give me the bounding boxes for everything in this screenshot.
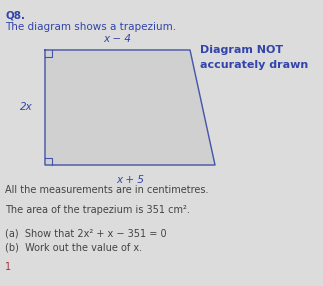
Text: The area of the trapezium is 351 cm².: The area of the trapezium is 351 cm².: [5, 205, 190, 215]
Text: x − 4: x − 4: [103, 34, 131, 44]
Text: All the measurements are in centimetres.: All the measurements are in centimetres.: [5, 185, 209, 195]
Text: The diagram shows a trapezium.: The diagram shows a trapezium.: [5, 22, 176, 32]
Text: (a)  Show that 2x² + x − 351 = 0: (a) Show that 2x² + x − 351 = 0: [5, 228, 167, 238]
Text: Diagram NOT: Diagram NOT: [200, 45, 283, 55]
Polygon shape: [45, 50, 215, 165]
Text: accurately drawn: accurately drawn: [200, 60, 308, 70]
Text: 2x: 2x: [20, 102, 33, 112]
Text: Q8.: Q8.: [5, 10, 25, 20]
Text: x + 5: x + 5: [116, 175, 144, 185]
Text: 1: 1: [5, 262, 11, 272]
Text: (b)  Work out the value of x.: (b) Work out the value of x.: [5, 242, 142, 252]
